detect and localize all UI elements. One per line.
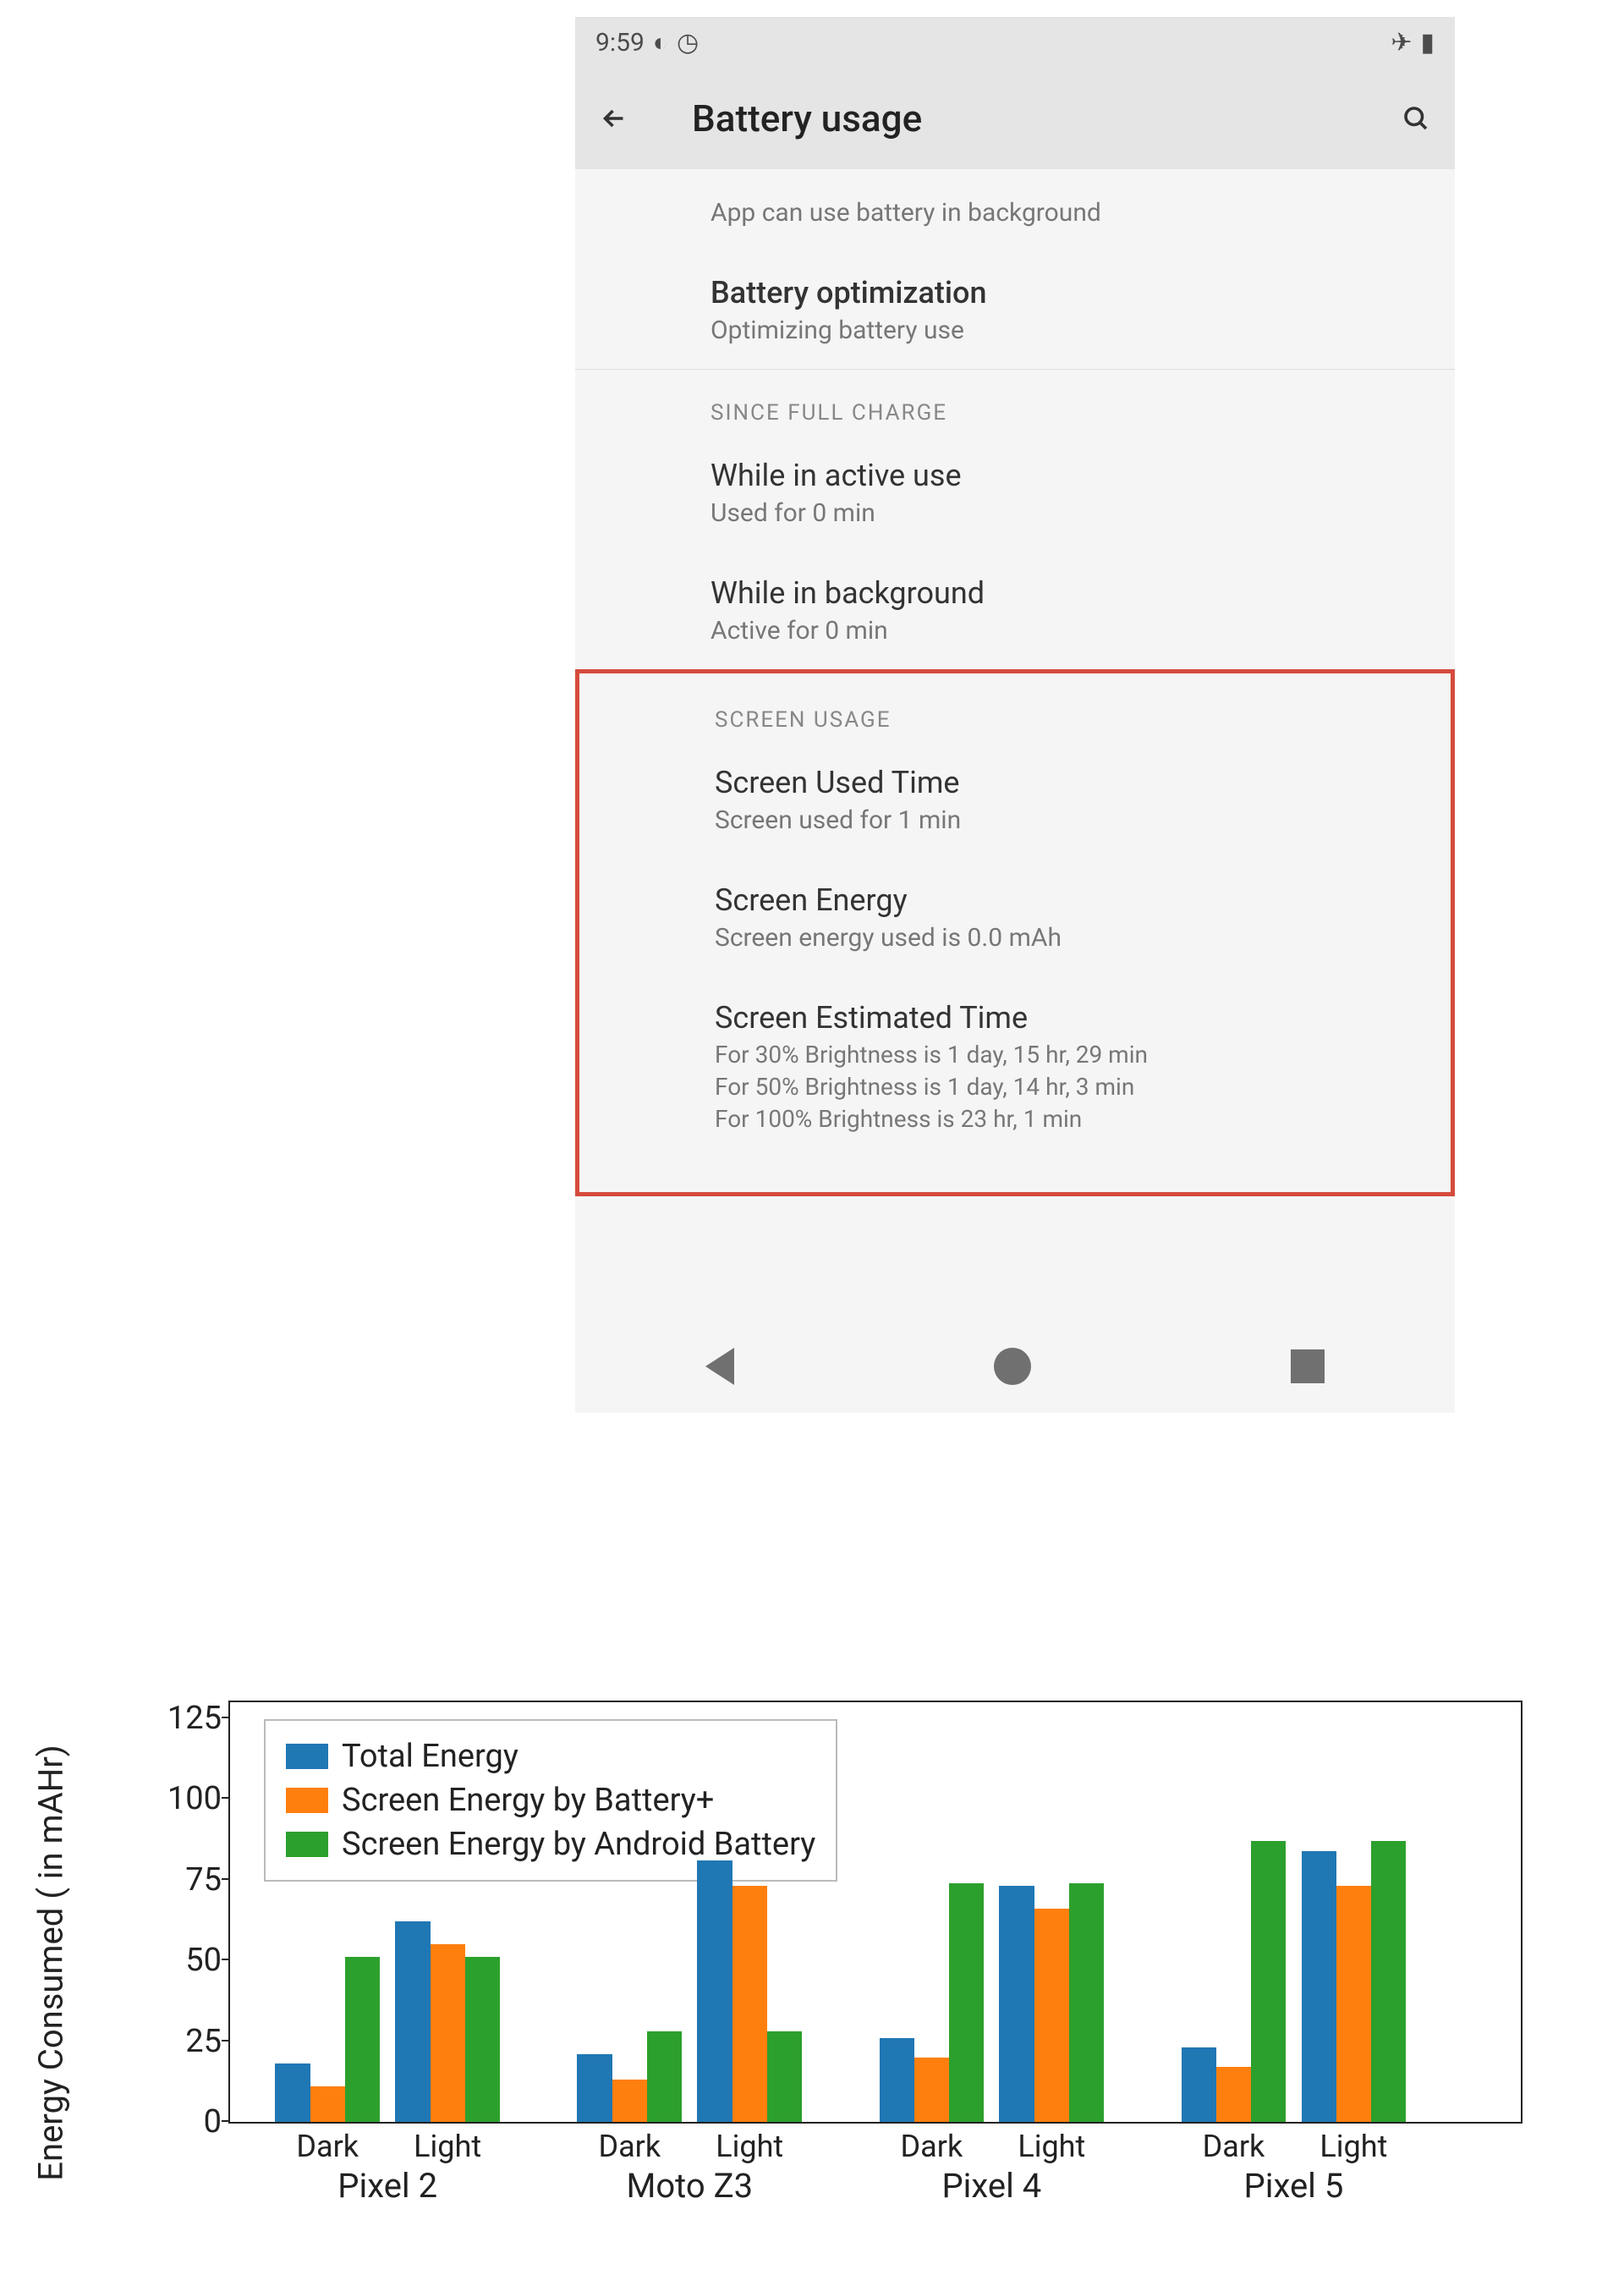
android-nav-bar (575, 1320, 1455, 1413)
battery-optimization-item[interactable]: Battery optimization Optimizing battery … (710, 251, 1455, 369)
bar (647, 2031, 682, 2122)
item-title: Screen Energy (715, 882, 1430, 918)
bar (1251, 1841, 1286, 2122)
y-tick-label: 25 (154, 2023, 222, 2060)
bar (1302, 1851, 1336, 2122)
estimated-line: For 100% Brightness is 23 hr, 1 min (715, 1103, 1430, 1135)
background-item: While in background Active for 0 min (710, 552, 1455, 669)
status-time: 9:59 (595, 28, 645, 58)
bar (1336, 1886, 1371, 2122)
bar (345, 1957, 380, 2122)
section-header-since: SINCE FULL CHARGE (710, 370, 1455, 434)
x-group-label: Pixel 4 (941, 2166, 1041, 2206)
x-tick-label: Dark (901, 2122, 963, 2164)
plot-area-wrap: Total EnergyScreen Energy by Battery+Scr… (228, 1701, 1522, 2124)
x-tick-label: Light (1018, 2122, 1085, 2164)
x-tick-label: Dark (598, 2122, 661, 2164)
plot-area: Total EnergyScreen Energy by Battery+Scr… (228, 1701, 1522, 2124)
search-icon[interactable] (1397, 100, 1435, 137)
bar (577, 2054, 612, 2122)
half-circle-icon: ◐ (653, 28, 668, 58)
y-tick-label: 0 (154, 2103, 222, 2140)
background-usage-item[interactable]: App can use battery in background (710, 169, 1455, 251)
clock-icon: ◷ (677, 28, 699, 58)
bar (999, 1886, 1034, 2122)
bar (1216, 2067, 1251, 2122)
x-group-label: Pixel 2 (337, 2166, 437, 2206)
x-tick-label: Dark (296, 2122, 359, 2164)
item-title: Battery optimization (710, 275, 1435, 310)
bar (914, 2058, 949, 2122)
item-subtitle: Active for 0 min (710, 616, 1435, 646)
section-header-screen: SCREEN USAGE (715, 677, 1451, 741)
page-title: Battery usage (692, 96, 1363, 140)
nav-back-icon[interactable] (705, 1348, 734, 1385)
back-icon[interactable] (595, 100, 633, 137)
x-tick-label: Light (1320, 2122, 1387, 2164)
bar (767, 2031, 802, 2122)
bar (1182, 2047, 1216, 2122)
bars-layer (230, 1702, 1521, 2122)
bar (880, 2038, 914, 2122)
airplane-icon: ✈ (1391, 28, 1412, 58)
status-bar: 9:59 ◐ ◷ ✈ ▮ (575, 17, 1455, 68)
x-group-label: Pixel 5 (1244, 2166, 1344, 2206)
app-bar: Battery usage (575, 68, 1455, 169)
x-tick-label: Light (716, 2122, 783, 2164)
y-tick-label: 75 (154, 1861, 222, 1899)
y-tick-label: 100 (154, 1780, 222, 1817)
settings-list: App can use battery in background Batter… (575, 169, 1455, 1196)
screen-energy-item: Screen Energy Screen energy used is 0.0 … (715, 859, 1451, 976)
bar (431, 1944, 465, 2122)
phone-screenshot: 9:59 ◐ ◷ ✈ ▮ Battery usage App can use b… (575, 17, 1455, 1413)
bar (732, 1886, 767, 2122)
item-title: Screen Used Time (715, 765, 1430, 800)
bar (612, 2080, 647, 2122)
item-subtitle: App can use battery in background (710, 198, 1435, 228)
bar (1371, 1841, 1406, 2122)
item-title: Screen Estimated Time (715, 1000, 1430, 1036)
item-title: While in active use (710, 458, 1435, 493)
nav-recent-icon[interactable] (1291, 1349, 1325, 1383)
screen-usage-highlight: SCREEN USAGE Screen Used Time Screen use… (575, 669, 1455, 1196)
bar (1069, 1883, 1104, 2122)
estimated-lines: For 30% Brightness is 1 day, 15 hr, 29 m… (715, 1039, 1430, 1135)
nav-home-icon[interactable] (994, 1348, 1031, 1385)
active-use-item: While in active use Used for 0 min (710, 434, 1455, 552)
x-tick-label: Dark (1203, 2122, 1265, 2164)
item-subtitle: Screen used for 1 min (715, 805, 1430, 835)
y-tick-label: 125 (154, 1700, 222, 1737)
x-tick-label: Light (414, 2122, 481, 2164)
battery-icon: ▮ (1420, 28, 1435, 58)
screen-used-time-item: Screen Used Time Screen used for 1 min (715, 741, 1451, 859)
bar (395, 1921, 430, 2122)
bar (310, 2086, 345, 2122)
bar (1034, 1909, 1069, 2122)
bar (465, 1957, 500, 2122)
y-axis-label: Energy Consumed ( in mAHr) (31, 1745, 71, 2180)
screen-estimated-time-item: Screen Estimated Time For 30% Brightness… (715, 976, 1451, 1158)
item-subtitle: Used for 0 min (710, 498, 1435, 528)
estimated-line: For 30% Brightness is 1 day, 15 hr, 29 m… (715, 1039, 1430, 1071)
bar (949, 1883, 984, 2122)
x-group-label: Moto Z3 (626, 2166, 753, 2206)
item-subtitle: Screen energy used is 0.0 mAh (715, 923, 1430, 953)
item-title: While in background (710, 575, 1435, 611)
energy-chart: Energy Consumed ( in mAHr) Total EnergyS… (68, 1701, 1522, 2225)
y-tick-label: 50 (154, 1942, 222, 1979)
item-subtitle: Optimizing battery use (710, 316, 1435, 345)
bar (275, 2063, 310, 2122)
bar (697, 1860, 732, 2122)
estimated-line: For 50% Brightness is 1 day, 14 hr, 3 mi… (715, 1071, 1430, 1103)
